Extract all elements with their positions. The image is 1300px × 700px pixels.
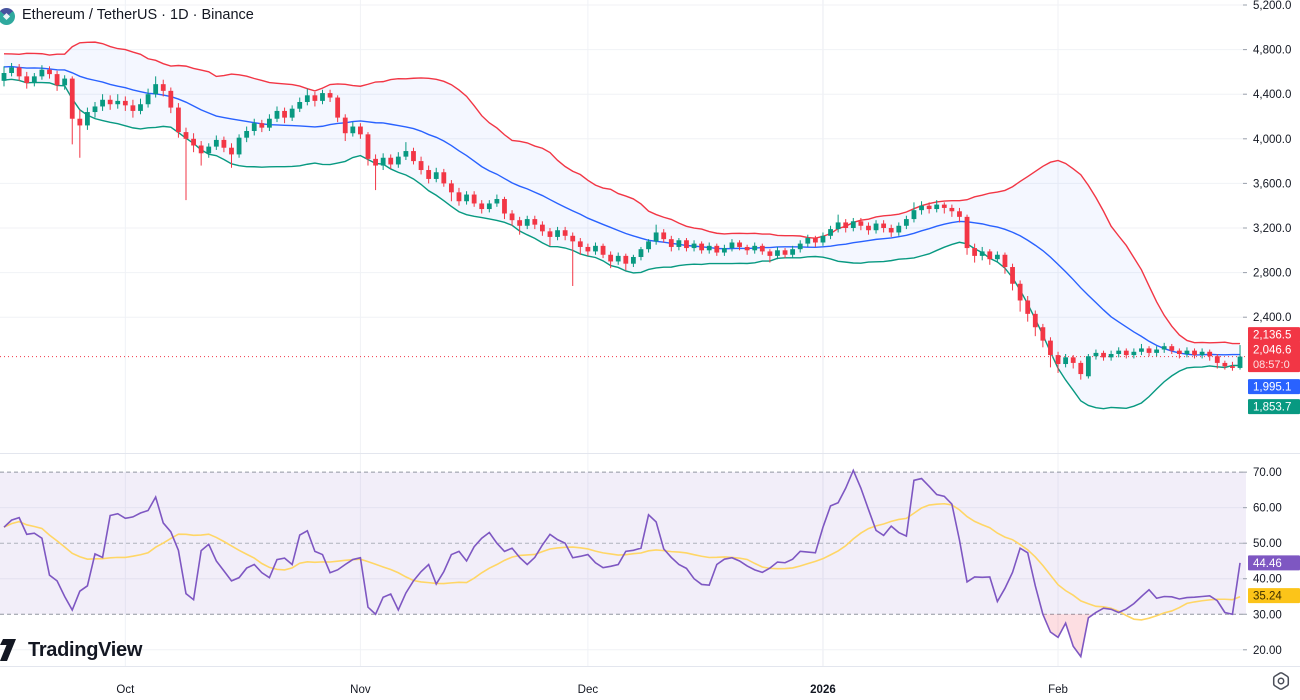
rsi-oversold-fill <box>1042 614 1094 657</box>
rsi-tick-label: 70.00 <box>1253 467 1282 479</box>
symbol-info[interactable]: Ethereum / TetherUS · 1D · Binance <box>0 7 254 25</box>
tradingview-watermark-text: TradingView <box>28 638 143 661</box>
rsi-pane <box>0 468 1246 659</box>
bb-upper-badge: 2,136.5 <box>1248 327 1300 343</box>
rsi-tick-label: 50.00 <box>1253 538 1282 550</box>
bb-basis-badge: 1,995.1 <box>1248 379 1300 395</box>
price-tick-label: 5,200.0 <box>1253 0 1291 12</box>
time-tick-label: Oct <box>116 684 135 696</box>
rsi-tick-label: 30.00 <box>1253 609 1282 621</box>
price-tick-label: 3,200.0 <box>1253 223 1291 235</box>
time-tick-label: Feb <box>1048 684 1068 696</box>
time-axis[interactable]: Oct Nov Dec 2026 Feb <box>116 684 1068 696</box>
svg-text:1,853.7: 1,853.7 <box>1253 402 1291 414</box>
price-tick-label: 2,400.0 <box>1253 312 1291 324</box>
bb-lower-badge: 1,853.7 <box>1248 399 1300 415</box>
rsi-line <box>3 468 1241 659</box>
tradingview-watermark: TradingView <box>0 637 142 663</box>
time-tick-label: Nov <box>350 684 371 696</box>
svg-text:2,136.5: 2,136.5 <box>1253 330 1291 342</box>
svg-text:35.24: 35.24 <box>1253 591 1282 603</box>
gear-icon <box>1272 671 1290 690</box>
pane-settings-button[interactable] <box>1268 669 1294 695</box>
bollinger-upper-line <box>3 41 1241 345</box>
svg-text:08:57:0: 08:57:0 <box>1253 359 1290 371</box>
price-tick-label: 4,000.0 <box>1253 134 1291 146</box>
symbol-title: Ethereum / TetherUS · 1D · Binance <box>22 7 254 23</box>
rsi-value-badge: 44.46 <box>1248 555 1300 571</box>
price-tick-label: 2,800.0 <box>1253 268 1291 280</box>
bollinger-bands-indicator <box>3 41 1241 410</box>
bollinger-fill <box>4 42 1241 409</box>
bollinger-basis-line <box>3 65 1241 356</box>
time-tick-label: Dec <box>578 684 599 696</box>
last-price-badge: 2,046.6 08:57:0 <box>1248 341 1300 373</box>
price-tick-label: 3,600.0 <box>1253 178 1291 190</box>
svg-text:2,046.6: 2,046.6 <box>1253 345 1291 357</box>
tradingview-logo-icon <box>0 639 16 661</box>
svg-text:44.46: 44.46 <box>1253 558 1282 570</box>
rsi-ma-value-badge: 35.24 <box>1248 588 1300 604</box>
candlestick-series <box>1 62 1243 380</box>
price-tick-label: 4,800.0 <box>1253 45 1291 57</box>
rsi-tick-label: 20.00 <box>1253 645 1282 657</box>
rsi-tick-label: 40.00 <box>1253 574 1282 586</box>
time-tick-label: 2026 <box>810 684 836 696</box>
svg-text:1,995.1: 1,995.1 <box>1253 382 1291 394</box>
grid-lines <box>0 0 1246 667</box>
price-tick-label: 4,400.0 <box>1253 89 1291 101</box>
ethereum-logo-icon <box>0 8 15 25</box>
rsi-ma-line <box>3 502 1241 621</box>
rsi-tick-label: 60.00 <box>1253 503 1282 515</box>
price-axis[interactable]: 5,200.0 4,800.0 4,400.0 4,000.0 3,600.0 3,200… <box>1243 0 1291 657</box>
